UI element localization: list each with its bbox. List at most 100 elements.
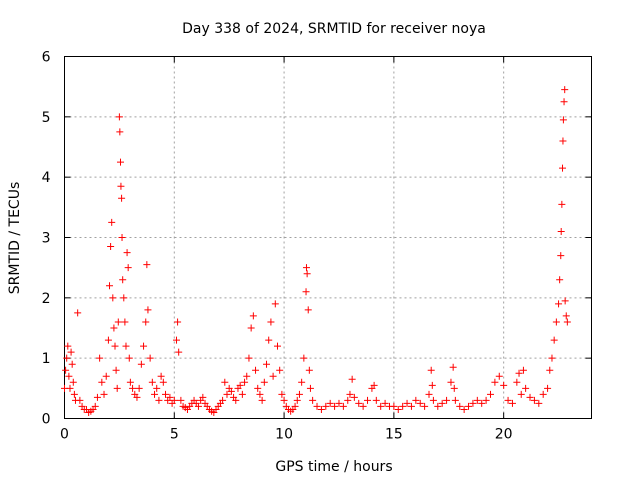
data-point [223, 390, 231, 398]
data-point [112, 366, 120, 374]
data-point [293, 396, 301, 404]
data-point [559, 164, 567, 172]
grid-lines [64, 56, 592, 419]
data-point [519, 366, 527, 374]
data-point [140, 342, 148, 350]
data-point [70, 390, 78, 398]
data-point [438, 399, 446, 407]
data-point [504, 396, 512, 404]
data-point [177, 396, 185, 404]
data-point [304, 306, 312, 314]
data-point [305, 366, 313, 374]
data-point [280, 396, 288, 404]
data-point [91, 402, 99, 410]
data-point [302, 288, 310, 296]
data-point [63, 354, 71, 362]
data-point [148, 378, 156, 386]
data-point [344, 396, 352, 404]
data-point [241, 378, 249, 386]
data-point [331, 402, 339, 410]
data-point [252, 366, 260, 374]
data-point [221, 378, 229, 386]
data-point [104, 336, 112, 344]
data-point [377, 402, 385, 410]
data-point [478, 399, 486, 407]
data-point [170, 396, 178, 404]
data-point [557, 252, 565, 260]
data-point [115, 113, 123, 121]
data-point [157, 372, 165, 380]
data-point [421, 402, 429, 410]
data-point [429, 396, 437, 404]
data-point [425, 390, 433, 398]
data-point [66, 384, 74, 392]
data-point [326, 399, 334, 407]
data-points [61, 86, 571, 416]
data-point [68, 360, 76, 368]
data-point [562, 312, 570, 320]
data-point [144, 306, 152, 314]
data-point [491, 378, 499, 386]
data-point [111, 342, 119, 350]
data-point [125, 354, 133, 362]
data-point [306, 384, 314, 392]
data-point [335, 399, 343, 407]
data-point [563, 318, 571, 326]
data-point [172, 336, 180, 344]
data-point [407, 402, 415, 410]
data-point [263, 360, 271, 368]
data-point [517, 390, 525, 398]
data-point [298, 378, 306, 386]
data-point [482, 396, 490, 404]
data-point [473, 396, 481, 404]
data-point [495, 372, 503, 380]
data-point [515, 369, 523, 377]
data-point [372, 396, 380, 404]
data-point [219, 396, 227, 404]
data-point [243, 372, 251, 380]
x-tick-label: 10 [275, 427, 293, 443]
data-point [119, 276, 127, 284]
data-point [247, 324, 255, 332]
data-point [245, 354, 253, 362]
data-point [258, 396, 266, 404]
data-point [122, 342, 130, 350]
data-point [399, 402, 407, 410]
data-point [116, 128, 124, 136]
data-point [194, 402, 202, 410]
data-point [267, 318, 275, 326]
data-point [403, 399, 411, 407]
data-point [447, 378, 455, 386]
data-point [137, 360, 145, 368]
data-point [559, 116, 567, 124]
data-point [199, 393, 207, 401]
data-point [355, 399, 363, 407]
x-tick-label: 5 [170, 427, 179, 443]
data-point [412, 396, 420, 404]
data-point [550, 336, 558, 344]
y-tick-label: 2 [42, 291, 51, 307]
data-point [460, 405, 468, 413]
x-tick-label: 20 [495, 427, 513, 443]
y-tick-label: 6 [42, 50, 51, 66]
data-point [350, 393, 358, 401]
data-point [162, 390, 170, 398]
data-point [96, 354, 104, 362]
data-point [113, 384, 121, 392]
data-point [256, 390, 264, 398]
data-point [106, 282, 114, 290]
data-point [273, 342, 281, 350]
y-tick-label: 4 [42, 170, 51, 186]
data-point [159, 378, 167, 386]
data-point [508, 399, 516, 407]
data-point [116, 158, 124, 166]
y-tick-label: 5 [42, 110, 51, 126]
data-point [155, 396, 163, 404]
data-point [560, 98, 568, 106]
data-point [100, 390, 108, 398]
data-point [339, 402, 347, 410]
data-point [486, 390, 494, 398]
data-point [546, 366, 554, 374]
data-point [526, 393, 534, 401]
data-point [142, 318, 150, 326]
